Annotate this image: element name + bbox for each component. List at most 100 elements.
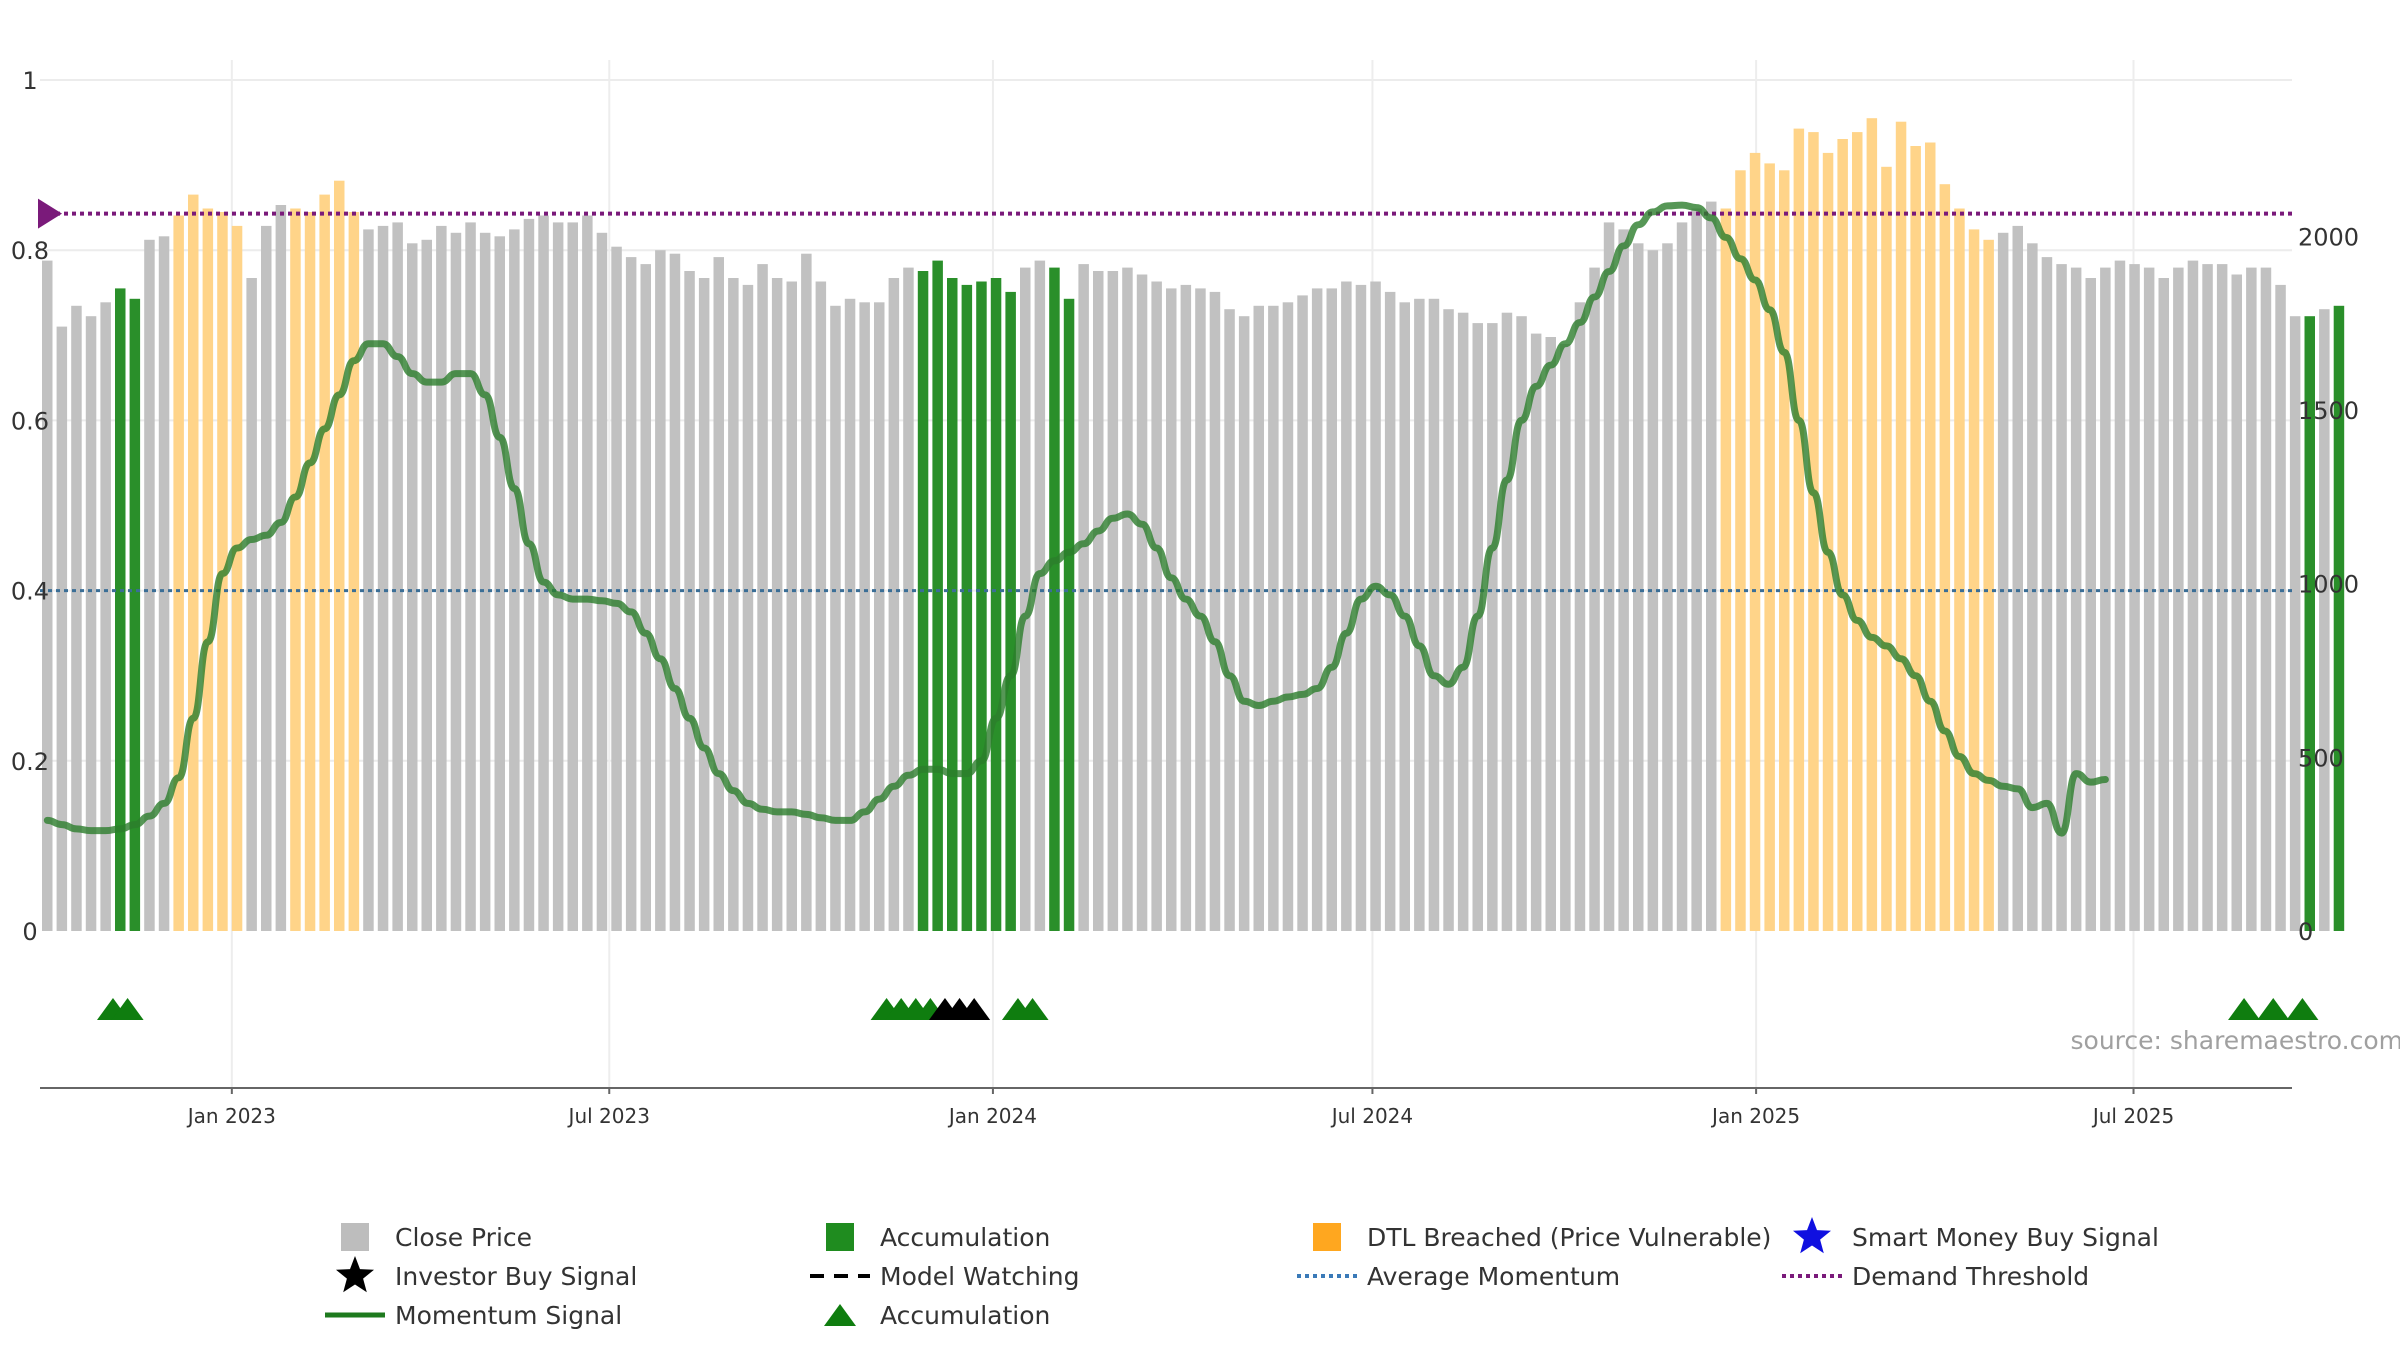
close-price-bar [479, 232, 491, 932]
close-price-bar [1297, 295, 1308, 931]
close-price-bar [1428, 298, 1440, 931]
close-price-bar [888, 278, 900, 931]
dtl-breached-bar [1881, 166, 1892, 932]
legend-item: Accumulation [826, 1223, 1050, 1252]
accumulation-bar [1005, 291, 1016, 931]
close-price-bar [2260, 267, 2272, 932]
dtl-breached-bar [1895, 121, 1907, 931]
close-price-bar [1589, 267, 1600, 932]
close-price-bar [421, 239, 432, 932]
dtl-breached-bar [1910, 146, 1921, 931]
close-price-bar [1238, 316, 1250, 931]
close-price-bar [1180, 284, 1192, 931]
dtl-breached-bar [334, 180, 345, 931]
right-tick-label: 2000 [2298, 223, 2359, 251]
close-price-bar [144, 239, 155, 932]
accumulation-bar [1063, 298, 1075, 931]
close-price-bar [844, 298, 856, 931]
accumulation-bar [976, 281, 987, 931]
accumulation-bar [129, 298, 141, 931]
source-annotation: source: sharemaestro.com [2071, 1026, 2400, 1055]
close-price-bar [1633, 243, 1644, 932]
close-price-bar [1560, 344, 1571, 931]
x-tick-label: Jul 2025 [2091, 1104, 2174, 1128]
close-price-bar [56, 326, 68, 932]
dtl-breached-bar [1749, 152, 1761, 931]
dtl-breached-bar [319, 194, 330, 932]
close-price-bar [1676, 222, 1688, 931]
close-price-bar [2231, 274, 2242, 931]
close-price-bar [1516, 316, 1527, 931]
legend-item: Investor Buy Signal [336, 1256, 637, 1293]
close-price-bar [1414, 298, 1425, 931]
dtl-breached-bar [231, 225, 243, 931]
close-price-bar [1122, 267, 1133, 932]
close-price-bar [1370, 281, 1381, 931]
close-price-bar [377, 225, 389, 931]
close-price-bar [2085, 278, 2096, 931]
legend-swatch-square [1313, 1223, 1341, 1251]
close-price-bar [2129, 264, 2140, 932]
close-price-bar [261, 225, 272, 931]
close-price-bar [2143, 267, 2155, 932]
close-price-bar [42, 260, 53, 932]
close-price-bar [450, 232, 462, 932]
close-price-bar [2187, 260, 2199, 932]
close-price-bar [1472, 323, 1483, 932]
close-price-bar [494, 236, 505, 932]
close-price-bar [874, 302, 885, 931]
close-price-bar [2056, 264, 2067, 932]
close-price-bar [2216, 264, 2228, 932]
close-price-bar [669, 253, 681, 931]
dtl-breached-bar [1735, 170, 1746, 932]
close-price-bar [1311, 288, 1323, 931]
close-price-bar [771, 278, 783, 931]
close-price-bar [655, 250, 666, 931]
close-price-bar [640, 264, 651, 932]
close-price-bar [698, 278, 710, 931]
dtl-breached-bar [173, 215, 184, 931]
close-price-bar [1034, 260, 1046, 932]
legend-swatch-square [341, 1223, 369, 1251]
close-price-bar [538, 215, 549, 931]
close-price-bar [71, 305, 82, 931]
close-price-bar [713, 257, 724, 932]
close-price-bar [392, 222, 403, 931]
legend-item: Average Momentum [1297, 1262, 1620, 1291]
close-price-bar [2012, 225, 2023, 931]
close-price-bar [1691, 208, 1702, 931]
dtl-breached-bar [1852, 132, 1863, 932]
close-price-bar [1166, 288, 1177, 931]
close-price-bar [363, 229, 374, 931]
close-price-bar [1282, 302, 1294, 931]
reference-lines [38, 198, 2292, 593]
close-price-bar [158, 236, 170, 932]
dtl-breached-bar [1793, 128, 1805, 932]
close-price-bar [596, 232, 608, 932]
dtl-breached-bar [1954, 208, 1965, 931]
close-price-bar [684, 271, 695, 931]
accumulation-marker [2257, 998, 2290, 1020]
close-price-bar [552, 222, 564, 931]
right-tick-label: 1000 [2298, 571, 2359, 599]
signal-markers [96, 998, 2319, 1020]
close-price-bar [567, 222, 578, 931]
close-price-bar [1341, 281, 1352, 931]
dtl-breached-bar [1968, 229, 1980, 931]
close-price-bar [1706, 201, 1717, 932]
legend-triangle-icon [824, 1304, 856, 1326]
dtl-breached-bar [1939, 184, 1951, 931]
close-price-bar [1457, 312, 1469, 931]
legend-label: Demand Threshold [1852, 1262, 2089, 1291]
close-price-bar [1618, 229, 1629, 931]
close-price-bar [582, 215, 593, 931]
dtl-breached-bar [1779, 170, 1790, 932]
close-price-bar [815, 281, 827, 931]
legend: Close Price Accumulation DTL Breached (Pri… [325, 1217, 2159, 1330]
close-price-bar [1195, 288, 1206, 931]
close-price-bar [2041, 257, 2053, 932]
x-tick-label: Jul 2024 [1330, 1104, 1413, 1128]
close-price-bar [465, 222, 476, 931]
legend-label: Smart Money Buy Signal [1852, 1223, 2159, 1252]
close-price-bar [523, 218, 535, 931]
